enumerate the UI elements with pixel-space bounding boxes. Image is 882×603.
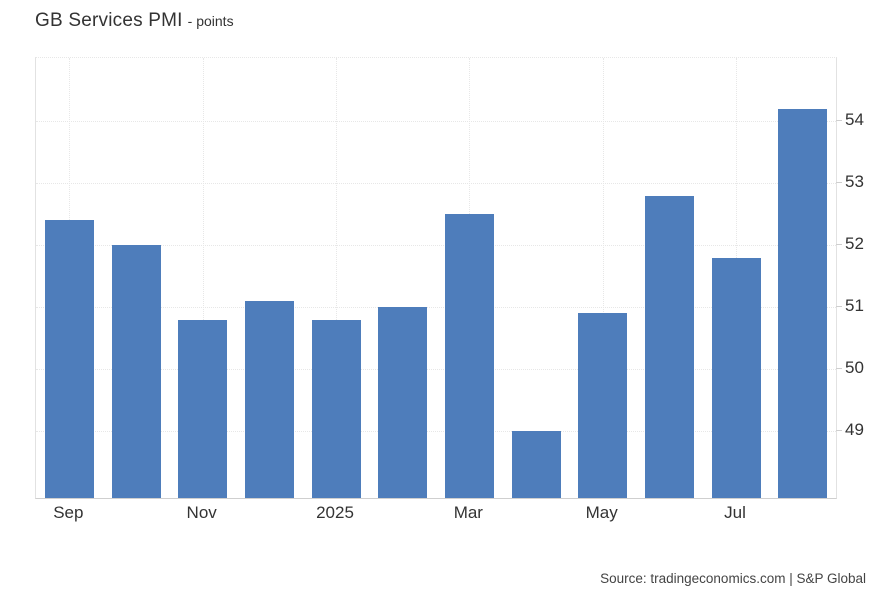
y-gridline <box>36 307 836 309</box>
bar-nov-2024[interactable] <box>178 320 227 498</box>
chart-header: GB Services PMI - points <box>35 10 234 32</box>
y-tick-mark <box>836 306 842 308</box>
bar-jul-2025[interactable] <box>712 258 761 498</box>
bar-may-2025[interactable] <box>578 313 627 498</box>
y-axis-tick-label: 54 <box>845 110 864 130</box>
x-axis-tick-label: Sep <box>53 503 84 522</box>
y-tick-mark <box>836 182 842 184</box>
y-gridline <box>36 431 836 433</box>
bar-mar-2025[interactable] <box>445 214 494 498</box>
y-axis-tick-label: 52 <box>845 234 864 254</box>
x-axis-tick-label: May <box>585 503 618 522</box>
bar-aug-2025[interactable] <box>778 109 827 498</box>
x-axis-tick-label: Nov <box>186 503 217 522</box>
y-axis-tick-label: 49 <box>845 420 864 440</box>
y-axis-tick-label: 53 <box>845 172 864 192</box>
y-gridline <box>36 183 836 185</box>
chart-subtitle: - points <box>187 13 234 29</box>
y-tick-mark <box>836 244 842 246</box>
y-gridline <box>36 245 836 247</box>
chart-title: GB Services PMI <box>35 10 183 31</box>
x-axis-tick-label: Jul <box>724 503 746 522</box>
bar-jan-2025[interactable] <box>312 320 361 498</box>
x-gridline <box>602 58 604 498</box>
y-gridline <box>36 369 836 371</box>
bar-oct-2024[interactable] <box>112 245 161 498</box>
y-tick-mark <box>836 120 842 122</box>
y-tick-mark <box>836 368 842 370</box>
bar-jun-2025[interactable] <box>645 196 694 498</box>
y-gridline <box>36 121 836 123</box>
x-gridline <box>336 58 337 498</box>
x-axis-tick-label: 2025 <box>316 503 354 522</box>
y-axis-tick-label: 50 <box>845 358 864 378</box>
bar-apr-2025[interactable] <box>512 431 561 498</box>
plot-area[interactable] <box>35 57 837 499</box>
y-axis-tick-label: 51 <box>845 296 864 316</box>
bar-feb-2025[interactable] <box>378 307 427 498</box>
y-tick-mark <box>836 430 842 432</box>
bar-dec-2024[interactable] <box>245 301 294 498</box>
x-gridline <box>202 58 204 498</box>
source-attribution: Source: tradingeconomics.com | S&P Globa… <box>600 571 866 586</box>
bar-sep-2024[interactable] <box>45 220 94 498</box>
x-axis-tick-label: Mar <box>453 503 483 522</box>
